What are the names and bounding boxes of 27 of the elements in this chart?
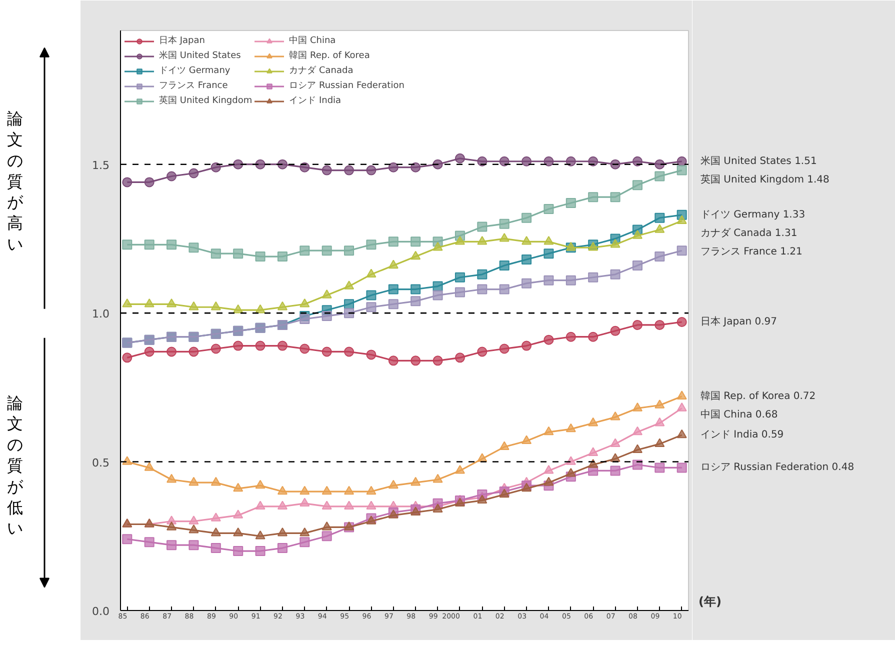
legend-label: 米国 United States	[159, 50, 241, 62]
annotation: ロシア Russian Federation 0.48	[700, 462, 854, 474]
legend-label: ドイツ Germany	[159, 65, 230, 77]
legend-label: ロシア Russian Federation	[289, 80, 404, 92]
annotation: インド India 0.59	[700, 430, 784, 441]
legend-label: インド India	[289, 95, 342, 107]
annotation: 韓国 Rep. of Korea 0.72	[700, 390, 816, 402]
legend-label: 英国 United Kingdom	[159, 94, 252, 107]
text: 論文の質が高い	[6, 109, 24, 254]
annotation: ドイツ Germany 1.33	[700, 209, 806, 220]
annotation: 米国 United States 1.51	[700, 154, 817, 167]
annotation: 日本 Japan 0.97	[700, 315, 778, 328]
x-axis-title: (年)	[698, 594, 722, 608]
y-tick-label: 0.0	[92, 605, 110, 618]
annotation: カナダ Canada 1.31	[700, 226, 798, 239]
legend-label: カナダ Canada	[289, 64, 354, 77]
text: 論文の質が低い	[6, 393, 24, 538]
legend-label: フランス France	[159, 80, 228, 92]
legend-label: 日本 Japan	[159, 34, 205, 47]
annotation: 英国 United Kingdom 1.48	[700, 173, 830, 186]
y-tick-label: 0.5	[92, 456, 110, 470]
legend-label: 韓国 Rep. of Korea	[289, 50, 370, 62]
y-tick-label: 1.5	[92, 158, 110, 172]
annotation: フランス France 1.21	[700, 246, 802, 258]
annotation: 中国 China 0.68	[700, 408, 778, 420]
legend-label: 中国 China	[289, 34, 336, 47]
y-tick-label: 1.0	[92, 308, 110, 321]
